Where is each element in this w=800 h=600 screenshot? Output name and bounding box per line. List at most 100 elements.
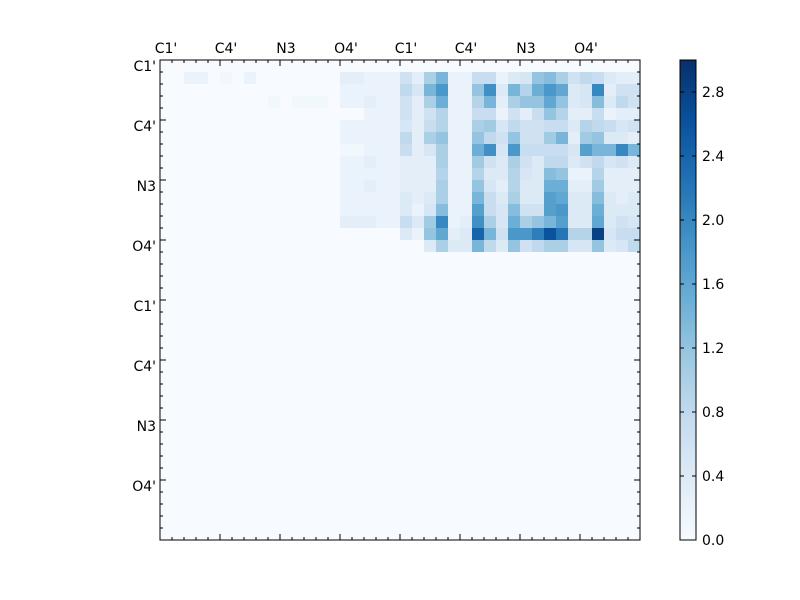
heatmap-cell (184, 420, 197, 433)
heatmap-cell (628, 516, 641, 529)
heatmap-cell (232, 420, 245, 433)
heatmap-cell (484, 336, 497, 349)
heatmap-cell (340, 504, 353, 517)
heatmap-cell (220, 276, 233, 289)
heatmap-cell (412, 264, 425, 277)
heatmap-cell (484, 300, 497, 313)
heatmap-cell (532, 504, 545, 517)
colorbar-tick-label: 2.4 (702, 149, 724, 165)
heatmap-cell (592, 216, 605, 229)
heatmap-cell (256, 300, 269, 313)
heatmap-cell (304, 144, 317, 157)
heatmap-cell (412, 276, 425, 289)
heatmap-cell (604, 456, 617, 469)
heatmap-cell (244, 132, 257, 145)
heatmap-cell (460, 336, 473, 349)
heatmap-cell (484, 372, 497, 385)
heatmap-cell (172, 132, 185, 145)
heatmap-cell (532, 336, 545, 349)
x-tick-label: O4' (334, 41, 358, 57)
heatmap-cell (544, 288, 557, 301)
heatmap-cell (364, 156, 377, 169)
heatmap-cell (568, 492, 581, 505)
heatmap-cell (184, 468, 197, 481)
heatmap-cell (340, 264, 353, 277)
heatmap-cell (412, 408, 425, 421)
heatmap-cell (532, 204, 545, 217)
heatmap-cell (448, 96, 461, 109)
heatmap-cell (328, 492, 341, 505)
heatmap-cell (580, 264, 593, 277)
heatmap-cell (604, 288, 617, 301)
heatmap-cell (364, 456, 377, 469)
heatmap-cell (184, 168, 197, 181)
heatmap-cell (508, 120, 521, 133)
heatmap-cell (568, 324, 581, 337)
heatmap-cell (304, 372, 317, 385)
x-tick-label: N3 (516, 41, 535, 57)
heatmap-cell (160, 420, 173, 433)
axis-ticks (160, 60, 640, 540)
heatmap-cell (220, 84, 233, 97)
heatmap-cell (352, 348, 365, 361)
heatmap-cell (208, 408, 221, 421)
heatmap-cell (400, 216, 413, 229)
heatmap-cell (256, 408, 269, 421)
heatmap-cell (244, 516, 257, 529)
heatmap-cell (340, 324, 353, 337)
heatmap-cell (208, 168, 221, 181)
heatmap-cell (364, 192, 377, 205)
heatmap-cell (400, 204, 413, 217)
heatmap-cell (580, 84, 593, 97)
heatmap-cell (520, 192, 533, 205)
heatmap-cell (268, 144, 281, 157)
heatmap-cell (484, 168, 497, 181)
heatmap-cell (412, 144, 425, 157)
heatmap-cell (544, 132, 557, 145)
heatmap-cell (256, 360, 269, 373)
heatmap-cell (460, 528, 473, 541)
heatmap-cell (472, 312, 485, 325)
heatmap-cell (616, 144, 629, 157)
heatmap-cell (424, 216, 437, 229)
heatmap-cell (352, 480, 365, 493)
heatmap-cell (568, 72, 581, 85)
heatmap-cell (292, 276, 305, 289)
heatmap-cell (448, 384, 461, 397)
heatmap-cell (376, 60, 389, 73)
heatmap-cell (424, 120, 437, 133)
heatmap-cell (484, 276, 497, 289)
heatmap-cell (160, 336, 173, 349)
heatmap-cell (364, 492, 377, 505)
heatmap-cell (556, 444, 569, 457)
heatmap-cell (628, 324, 641, 337)
heatmap-cell (184, 180, 197, 193)
heatmap-cell (592, 408, 605, 421)
heatmap-cell (520, 156, 533, 169)
heatmap-cell (328, 60, 341, 73)
heatmap-cell (280, 444, 293, 457)
heatmap-cell (580, 396, 593, 409)
heatmap-cell (232, 312, 245, 325)
heatmap-cell (628, 96, 641, 109)
heatmap-cell (280, 96, 293, 109)
heatmap-cell (436, 384, 449, 397)
heatmap-cell (484, 252, 497, 265)
heatmap-cell (532, 360, 545, 373)
heatmap-cell (424, 456, 437, 469)
heatmap-cell (184, 300, 197, 313)
heatmap-cell (160, 156, 173, 169)
heatmap-cell (496, 72, 509, 85)
heatmap-cell (244, 336, 257, 349)
heatmap-cell (556, 372, 569, 385)
heatmap-cell (448, 168, 461, 181)
heatmap-cell (508, 408, 521, 421)
heatmap-cell (244, 84, 257, 97)
heatmap-cell (304, 288, 317, 301)
colorbar-tick-label: 0.4 (702, 469, 724, 485)
heatmap-cell (232, 456, 245, 469)
heatmap-cell (208, 156, 221, 169)
heatmap-cell (448, 468, 461, 481)
heatmap-cell (448, 132, 461, 145)
heatmap-cell (436, 372, 449, 385)
